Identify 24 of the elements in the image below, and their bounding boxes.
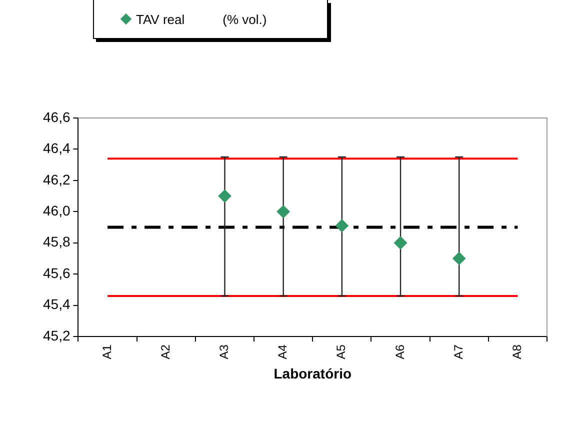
x-tick-label: A2 (158, 344, 172, 360)
text: (% vol.) (222, 12, 267, 26)
x-tick-label: A5 (334, 344, 348, 360)
x-tick-label: A7 (451, 344, 466, 360)
y-tick-label: 45,4 (43, 296, 70, 312)
legend-label: TAV real (136, 12, 185, 26)
x-axis-title: Laboratório (274, 365, 352, 382)
point (276, 205, 290, 218)
x-tick-label: A1 (100, 344, 114, 360)
x-tick-label: A6 (392, 344, 407, 360)
x-tick-label: A4 (276, 344, 290, 360)
y-tick-label: 46,2 (43, 171, 70, 188)
y-tick-label: 45,8 (43, 234, 70, 250)
point (394, 236, 408, 250)
point (452, 252, 466, 265)
y-tick-label: 46,4 (43, 140, 70, 156)
y-tick-label: 46,0 (43, 202, 70, 219)
x-tick-label: A8 (510, 344, 524, 360)
point (218, 190, 232, 203)
y-tick-label: 45,6 (43, 264, 70, 281)
x-tick-label: A3 (217, 344, 232, 360)
y-tick-label: 45,2 (43, 327, 70, 344)
point (335, 219, 348, 232)
y-tick-label: 46,6 (43, 108, 70, 125)
